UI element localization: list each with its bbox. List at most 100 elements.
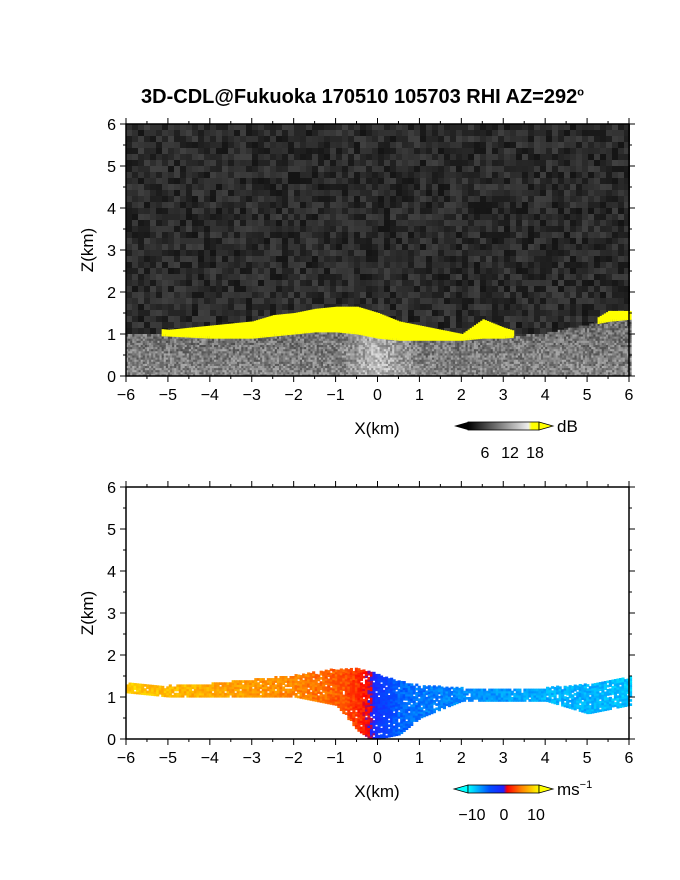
noise-cell bbox=[432, 190, 438, 196]
noise-cell bbox=[570, 190, 576, 196]
noise-cell bbox=[264, 190, 270, 196]
noise-cell bbox=[474, 220, 480, 226]
echo-cell bbox=[270, 363, 274, 366]
echo-cell bbox=[266, 355, 270, 358]
noise-cell bbox=[462, 124, 468, 130]
noise-cell bbox=[312, 238, 318, 244]
noise-cell bbox=[336, 184, 342, 190]
noise-cell bbox=[288, 286, 294, 292]
noise-cell bbox=[570, 292, 576, 298]
noise-cell bbox=[324, 154, 330, 160]
noise-cell bbox=[294, 154, 300, 160]
noise-cell bbox=[156, 244, 162, 250]
noise-cell bbox=[138, 322, 144, 328]
noise-cell bbox=[468, 292, 474, 298]
noise-cell bbox=[498, 244, 504, 250]
noise-cell bbox=[462, 160, 468, 166]
noise-cell bbox=[330, 202, 336, 208]
echo-cell bbox=[258, 344, 261, 348]
noise-cell bbox=[264, 208, 270, 214]
noise-cell bbox=[306, 166, 312, 172]
echo-cell bbox=[140, 359, 144, 362]
echo-cell bbox=[201, 346, 205, 350]
noise-cell bbox=[360, 256, 366, 262]
echo-cell bbox=[211, 359, 215, 362]
noise-cell bbox=[504, 184, 510, 190]
noise-cell bbox=[312, 286, 318, 292]
noise-cell bbox=[168, 202, 174, 208]
noise-cell bbox=[552, 280, 558, 286]
noise-cell bbox=[186, 130, 192, 136]
noise-cell bbox=[264, 292, 270, 298]
noise-cell bbox=[216, 274, 222, 280]
noise-cell bbox=[288, 262, 294, 268]
noise-cell bbox=[432, 316, 438, 322]
noise-cell bbox=[498, 274, 504, 280]
echo-cell bbox=[136, 336, 140, 339]
noise-cell bbox=[384, 166, 390, 172]
echo-cell bbox=[262, 342, 265, 345]
noise-cell bbox=[222, 208, 228, 214]
noise-cell bbox=[258, 148, 264, 154]
echo-cell bbox=[190, 355, 194, 358]
noise-cell bbox=[168, 256, 174, 262]
noise-cell bbox=[438, 208, 444, 214]
noise-cell bbox=[516, 148, 522, 154]
noise-cell bbox=[162, 166, 168, 172]
noise-cell bbox=[330, 136, 336, 142]
noise-cell bbox=[168, 298, 174, 304]
noise-cell bbox=[528, 172, 534, 178]
noise-cell bbox=[306, 232, 312, 238]
noise-cell bbox=[492, 196, 498, 202]
echo-cell bbox=[182, 359, 186, 362]
noise-cell bbox=[498, 208, 504, 214]
noise-cell bbox=[240, 178, 246, 184]
noise-cell bbox=[600, 250, 606, 256]
noise-cell bbox=[396, 256, 402, 262]
noise-cell bbox=[150, 214, 156, 220]
noise-cell bbox=[222, 184, 228, 190]
echo-cell bbox=[159, 355, 163, 358]
noise-cell bbox=[612, 196, 618, 202]
noise-cell bbox=[498, 280, 504, 286]
noise-cell bbox=[582, 130, 588, 136]
noise-cell bbox=[318, 298, 324, 304]
noise-cell bbox=[498, 292, 504, 298]
saturated-cell bbox=[249, 321, 253, 339]
noise-cell bbox=[510, 172, 516, 178]
saturated-cell bbox=[243, 322, 246, 339]
echo-cell bbox=[278, 350, 282, 354]
echo-cell bbox=[142, 363, 146, 366]
noise-cell bbox=[300, 268, 306, 274]
echo-cell bbox=[165, 336, 169, 339]
noise-cell bbox=[528, 178, 534, 184]
echo-cell bbox=[264, 367, 267, 371]
noise-cell bbox=[366, 154, 372, 160]
echo-cell bbox=[184, 346, 188, 350]
noise-cell bbox=[606, 298, 612, 304]
echo-cell bbox=[209, 355, 213, 358]
noise-cell bbox=[228, 178, 234, 184]
noise-cell bbox=[540, 268, 546, 274]
echo-cell bbox=[266, 344, 270, 348]
noise-cell bbox=[162, 142, 168, 148]
noise-cell bbox=[522, 280, 528, 286]
noise-cell bbox=[624, 220, 630, 226]
noise-cell bbox=[342, 172, 348, 178]
noise-cell bbox=[498, 286, 504, 292]
echo-cell bbox=[270, 352, 274, 356]
echo-cell bbox=[130, 373, 133, 377]
noise-cell bbox=[432, 142, 438, 148]
echo-cell bbox=[134, 363, 137, 366]
noise-cell bbox=[492, 310, 498, 316]
noise-cell bbox=[426, 244, 432, 250]
noise-cell bbox=[186, 190, 192, 196]
echo-cell bbox=[153, 352, 156, 356]
noise-cell bbox=[210, 130, 216, 136]
noise-cell bbox=[558, 166, 564, 172]
noise-cell bbox=[270, 292, 276, 298]
echo-cell bbox=[128, 357, 131, 360]
noise-cell bbox=[162, 178, 168, 184]
noise-cell bbox=[534, 232, 540, 238]
echo-cell bbox=[224, 363, 228, 366]
